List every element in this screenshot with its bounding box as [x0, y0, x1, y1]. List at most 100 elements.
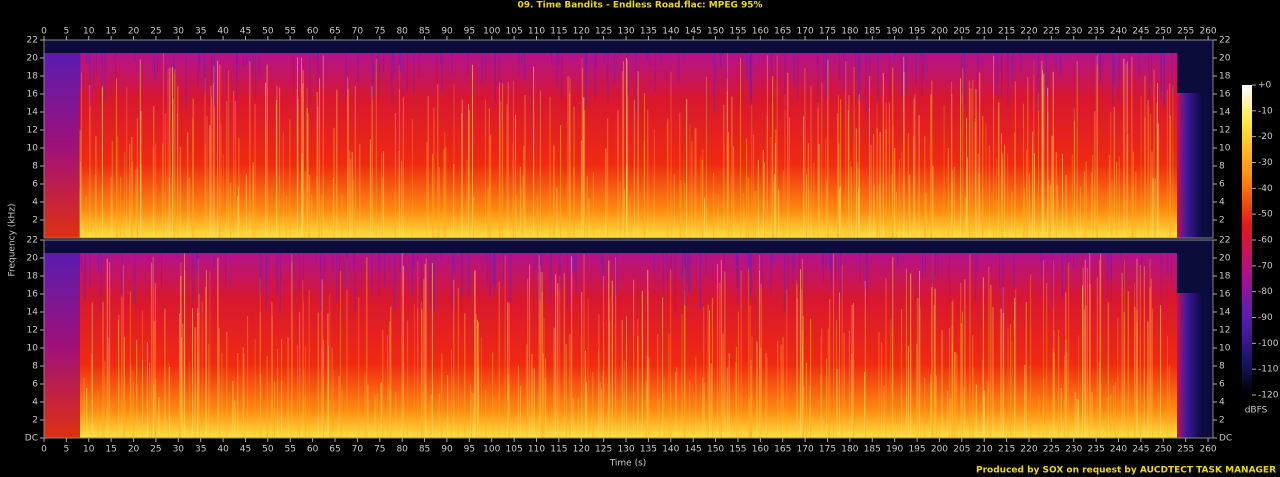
x-tick-label: 205 — [953, 445, 970, 455]
y-tick-label: 22 — [27, 236, 38, 246]
x-tick-label: 110 — [528, 27, 545, 37]
x-tick-label: 205 — [953, 27, 970, 37]
y-tick-label: 6 — [32, 380, 38, 390]
x-tick-label: 230 — [1065, 27, 1082, 37]
x-tick-label: 225 — [1043, 27, 1060, 37]
x-tick-label: 225 — [1043, 445, 1060, 455]
x-tick-label: 235 — [1088, 445, 1105, 455]
x-tick-label: 175 — [819, 445, 836, 455]
y-tick-label: 2 — [32, 416, 38, 426]
x-tick-label: 70 — [352, 27, 364, 37]
x-tick-label: 125 — [595, 27, 612, 37]
y-tick-label: 10 — [1219, 144, 1231, 154]
y-tick-label: 18 — [27, 272, 39, 282]
colorbar-tick-label: -120 — [1258, 391, 1279, 401]
y-tick-label: 8 — [32, 362, 38, 372]
x-tick-label: 120 — [573, 27, 590, 37]
x-tick-label: 155 — [729, 27, 746, 37]
x-tick-label: 40 — [217, 445, 229, 455]
x-tick-label: 160 — [752, 445, 769, 455]
y-tick-label: DC — [1219, 434, 1232, 444]
x-tick-label: 130 — [617, 445, 634, 455]
x-tick-label: 55 — [285, 27, 296, 37]
x-tick-label: 105 — [506, 27, 523, 37]
y-tick-label: 12 — [27, 126, 38, 136]
y-tick-label: 12 — [1219, 326, 1230, 336]
x-tick-label: 80 — [396, 27, 408, 37]
spectrum-lead — [44, 53, 80, 238]
spectrum-body — [80, 253, 1177, 438]
x-tick-label: 140 — [662, 445, 679, 455]
x-tick-label: 60 — [307, 27, 319, 37]
y-tick-label: 4 — [1219, 398, 1225, 408]
x-tick-label: 10 — [83, 445, 95, 455]
colorbar-tick-label: -70 — [1258, 261, 1273, 271]
x-tick-label: 20 — [128, 27, 140, 37]
x-tick-label: 105 — [506, 445, 523, 455]
y-tick-label: 22 — [1219, 36, 1230, 46]
x-tick-label: 260 — [1199, 27, 1216, 37]
x-tick-label: 155 — [729, 445, 746, 455]
x-tick-label: 245 — [1132, 27, 1149, 37]
x-tick-label: 140 — [662, 27, 679, 37]
x-tick-label: 200 — [931, 27, 948, 37]
x-tick-label: 50 — [262, 27, 274, 37]
x-tick-label: 35 — [195, 27, 206, 37]
y-tick-label: 16 — [1219, 90, 1231, 100]
x-tick-label: 135 — [640, 445, 657, 455]
y-tick-label: 6 — [32, 180, 38, 190]
x-tick-label: 35 — [195, 445, 206, 455]
colorbar-tick-label: -50 — [1258, 210, 1273, 220]
x-tick-label: 70 — [352, 445, 364, 455]
x-tick-label: 150 — [707, 27, 724, 37]
x-tick-label: 10 — [83, 27, 95, 37]
y-tick-label: 20 — [1219, 254, 1231, 264]
x-tick-label: 195 — [908, 445, 925, 455]
x-tick-label: 215 — [998, 445, 1015, 455]
colorbar-tick-label: -90 — [1258, 313, 1273, 323]
x-tick-label: 15 — [105, 445, 116, 455]
x-tick-label: 235 — [1088, 27, 1105, 37]
x-tick-label: 240 — [1110, 27, 1127, 37]
x-tick-label: 180 — [841, 445, 858, 455]
x-tick-label: 60 — [307, 445, 319, 455]
spectrum-tail — [1177, 93, 1202, 238]
x-tick-label: 170 — [797, 445, 814, 455]
x-axis-label: Time (s) — [609, 459, 647, 469]
y-tick-label: 10 — [27, 344, 39, 354]
footer: Produced by SOX on request by AUCDTECT T… — [976, 466, 1276, 476]
x-tick-label: 255 — [1177, 445, 1194, 455]
x-tick-label: 220 — [1020, 27, 1037, 37]
y-tick-label: 10 — [27, 144, 39, 154]
y-tick-label: 2 — [1219, 216, 1225, 226]
x-tick-label: 100 — [483, 445, 500, 455]
x-tick-label: 110 — [528, 445, 545, 455]
x-tick-label: 185 — [864, 27, 881, 37]
x-tick-label: 30 — [173, 27, 185, 37]
x-tick-label: 0 — [41, 27, 47, 37]
x-tick-label: 250 — [1155, 445, 1172, 455]
y-tick-label: 2 — [32, 216, 38, 226]
colorbar-tick-label: +0 — [1258, 81, 1272, 91]
x-tick-label: 25 — [150, 445, 161, 455]
y-tick-label: 6 — [1219, 380, 1225, 390]
x-tick-label: 40 — [217, 27, 229, 37]
x-tick-label: 145 — [685, 27, 702, 37]
y-tick-label: DC — [25, 434, 38, 444]
x-tick-label: 260 — [1199, 445, 1216, 455]
x-tick-label: 180 — [841, 27, 858, 37]
y-tick-label: 16 — [27, 290, 39, 300]
x-tick-label: 90 — [441, 445, 453, 455]
x-tick-label: 165 — [774, 27, 791, 37]
spectrum-body — [80, 53, 1177, 238]
y-tick-label: 20 — [27, 254, 39, 264]
x-tick-label: 115 — [550, 445, 567, 455]
x-tick-label: 175 — [819, 27, 836, 37]
y-tick-label: 20 — [27, 54, 39, 64]
colorbar-tick-label: -80 — [1258, 287, 1273, 297]
x-tick-label: 75 — [374, 445, 385, 455]
y-tick-label: 14 — [27, 108, 39, 118]
x-tick-label: 90 — [441, 27, 453, 37]
x-tick-label: 0 — [41, 445, 47, 455]
